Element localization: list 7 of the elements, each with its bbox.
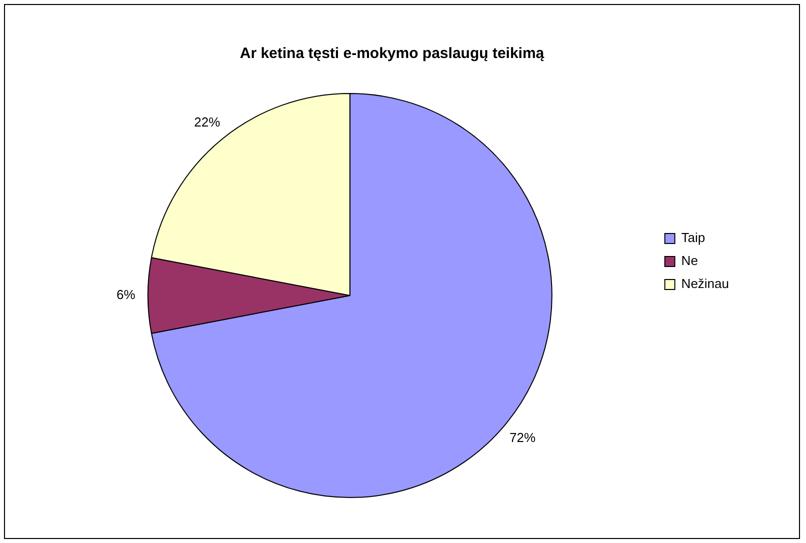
legend-label: Nežinau	[681, 276, 730, 292]
data-label: 6%	[116, 287, 136, 302]
legend-label: Taip	[681, 230, 706, 246]
data-label: 22%	[194, 114, 221, 130]
data-label: 72%	[509, 430, 536, 445]
legend-label: Ne	[681, 253, 698, 268]
chart-title: Ar ketina tęsti e-mokymo paslaugų teikimą	[240, 45, 545, 62]
